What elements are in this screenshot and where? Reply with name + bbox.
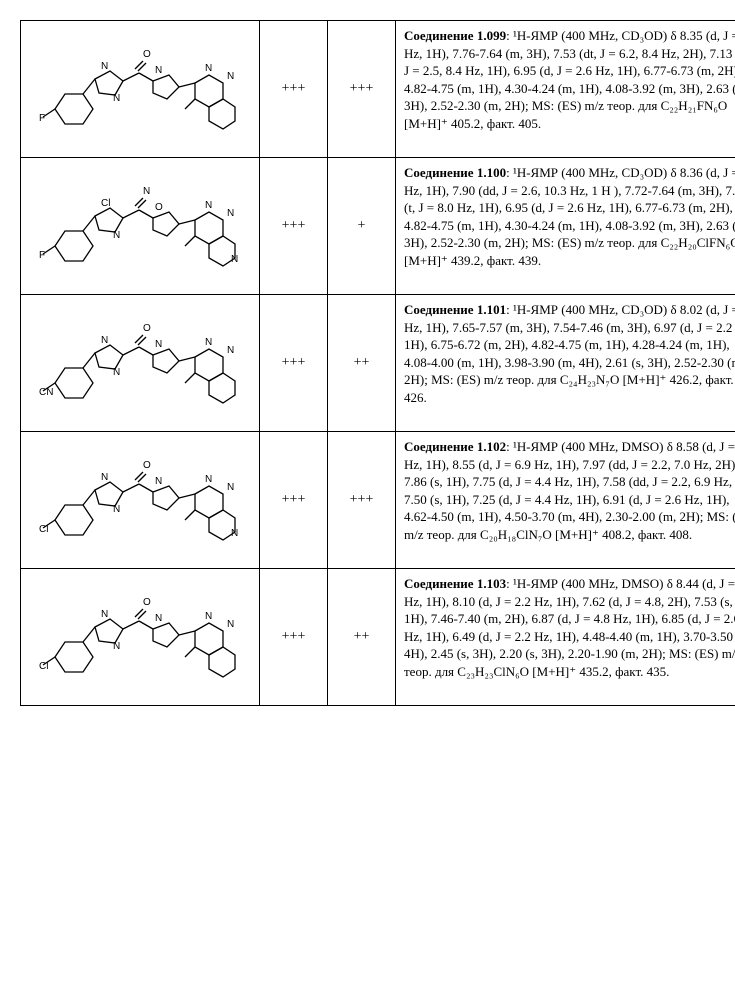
svg-text:N: N bbox=[113, 93, 120, 104]
svg-text:N: N bbox=[231, 528, 238, 539]
svg-text:O: O bbox=[155, 202, 163, 213]
compound-body: : ¹Н-ЯМР (400 MHz, CD₃OD) δ 8.36 (d, J =… bbox=[404, 165, 735, 268]
structure-cell: FNNONNN bbox=[21, 21, 260, 158]
svg-text:F: F bbox=[39, 250, 45, 261]
activity-col-1: +++ bbox=[260, 432, 328, 569]
svg-text:O: O bbox=[143, 323, 151, 334]
compound-title: Соединение 1.103 bbox=[404, 576, 506, 591]
svg-text:Cl: Cl bbox=[101, 198, 110, 209]
svg-text:CN: CN bbox=[39, 387, 53, 398]
description-cell: Соединение 1.102: ¹Н-ЯМР (400 MHz, DMSO)… bbox=[396, 432, 735, 569]
compound-body: : ¹Н-ЯМР (400 MHz, CD₃OD) δ 8.35 (d, J =… bbox=[404, 28, 735, 131]
table-row: ClNNONNNN++++++Соединение 1.102: ¹Н-ЯМР … bbox=[21, 432, 735, 569]
svg-text:N: N bbox=[155, 339, 162, 350]
activity-col-2: ++ bbox=[328, 295, 396, 432]
svg-text:N: N bbox=[227, 345, 234, 356]
description-cell: Соединение 1.101: ¹Н-ЯМР (400 MHz, CD₃OD… bbox=[396, 295, 735, 432]
compound-title: Соединение 1.100 bbox=[404, 165, 506, 180]
svg-text:O: O bbox=[143, 49, 151, 60]
svg-text:F: F bbox=[39, 113, 45, 124]
activity-col-2: +++ bbox=[328, 21, 396, 158]
svg-text:N: N bbox=[101, 335, 108, 346]
svg-text:N: N bbox=[227, 71, 234, 82]
svg-text:N: N bbox=[205, 611, 212, 622]
structure-cell: ClNNONNNN bbox=[21, 432, 260, 569]
compound-table: FNNONNN++++++Соединение 1.099: ¹Н-ЯМР (4… bbox=[20, 20, 735, 706]
activity-col-1: +++ bbox=[260, 21, 328, 158]
description-cell: Соединение 1.099: ¹Н-ЯМР (400 MHz, CD₃OD… bbox=[396, 21, 735, 158]
svg-text:N: N bbox=[143, 186, 150, 197]
compound-body: : ¹Н-ЯМР (400 MHz, DMSO) δ 8.44 (d, J = … bbox=[404, 576, 735, 679]
activity-col-1: +++ bbox=[260, 158, 328, 295]
svg-text:O: O bbox=[143, 460, 151, 471]
description-cell: Соединение 1.103: ¹Н-ЯМР (400 MHz, DMSO)… bbox=[396, 569, 735, 706]
description-cell: Соединение 1.100: ¹Н-ЯМР (400 MHz, CD₃OD… bbox=[396, 158, 735, 295]
table-row: FClNNONNN++++Соединение 1.100: ¹Н-ЯМР (4… bbox=[21, 158, 735, 295]
svg-text:N: N bbox=[113, 641, 120, 652]
svg-text:N: N bbox=[227, 482, 234, 493]
table-row: ClNNONNN+++++Соединение 1.103: ¹Н-ЯМР (4… bbox=[21, 569, 735, 706]
svg-text:Cl: Cl bbox=[39, 524, 48, 535]
svg-text:N: N bbox=[227, 208, 234, 219]
table-row: CNNNONNN+++++Соединение 1.101: ¹Н-ЯМР (4… bbox=[21, 295, 735, 432]
compound-title: Соединение 1.102 bbox=[404, 439, 506, 454]
svg-text:N: N bbox=[113, 230, 120, 241]
svg-text:N: N bbox=[155, 476, 162, 487]
svg-text:N: N bbox=[205, 474, 212, 485]
svg-text:N: N bbox=[205, 337, 212, 348]
structure-cell: CNNNONNN bbox=[21, 295, 260, 432]
svg-text:N: N bbox=[113, 504, 120, 515]
compound-body: : ¹Н-ЯМР (400 MHz, DMSO) δ 8.58 (d, J = … bbox=[404, 439, 735, 542]
table-row: FNNONNN++++++Соединение 1.099: ¹Н-ЯМР (4… bbox=[21, 21, 735, 158]
svg-text:N: N bbox=[101, 609, 108, 620]
structure-cell: FClNNONNN bbox=[21, 158, 260, 295]
svg-text:N: N bbox=[227, 619, 234, 630]
svg-text:N: N bbox=[155, 613, 162, 624]
svg-text:N: N bbox=[205, 200, 212, 211]
svg-text:N: N bbox=[231, 254, 238, 265]
svg-text:N: N bbox=[113, 367, 120, 378]
activity-col-2: ++ bbox=[328, 569, 396, 706]
svg-text:N: N bbox=[205, 63, 212, 74]
activity-col-2: + bbox=[328, 158, 396, 295]
svg-text:Cl: Cl bbox=[39, 661, 48, 672]
activity-col-1: +++ bbox=[260, 295, 328, 432]
activity-col-1: +++ bbox=[260, 569, 328, 706]
svg-text:N: N bbox=[101, 472, 108, 483]
svg-text:N: N bbox=[101, 61, 108, 72]
compound-title: Соединение 1.101 bbox=[404, 302, 506, 317]
svg-text:O: O bbox=[143, 597, 151, 608]
svg-text:N: N bbox=[155, 65, 162, 76]
compound-title: Соединение 1.099 bbox=[404, 28, 506, 43]
compound-body: : ¹Н-ЯМР (400 MHz, CD₃OD) δ 8.02 (d, J =… bbox=[404, 302, 735, 405]
structure-cell: ClNNONNN bbox=[21, 569, 260, 706]
activity-col-2: +++ bbox=[328, 432, 396, 569]
